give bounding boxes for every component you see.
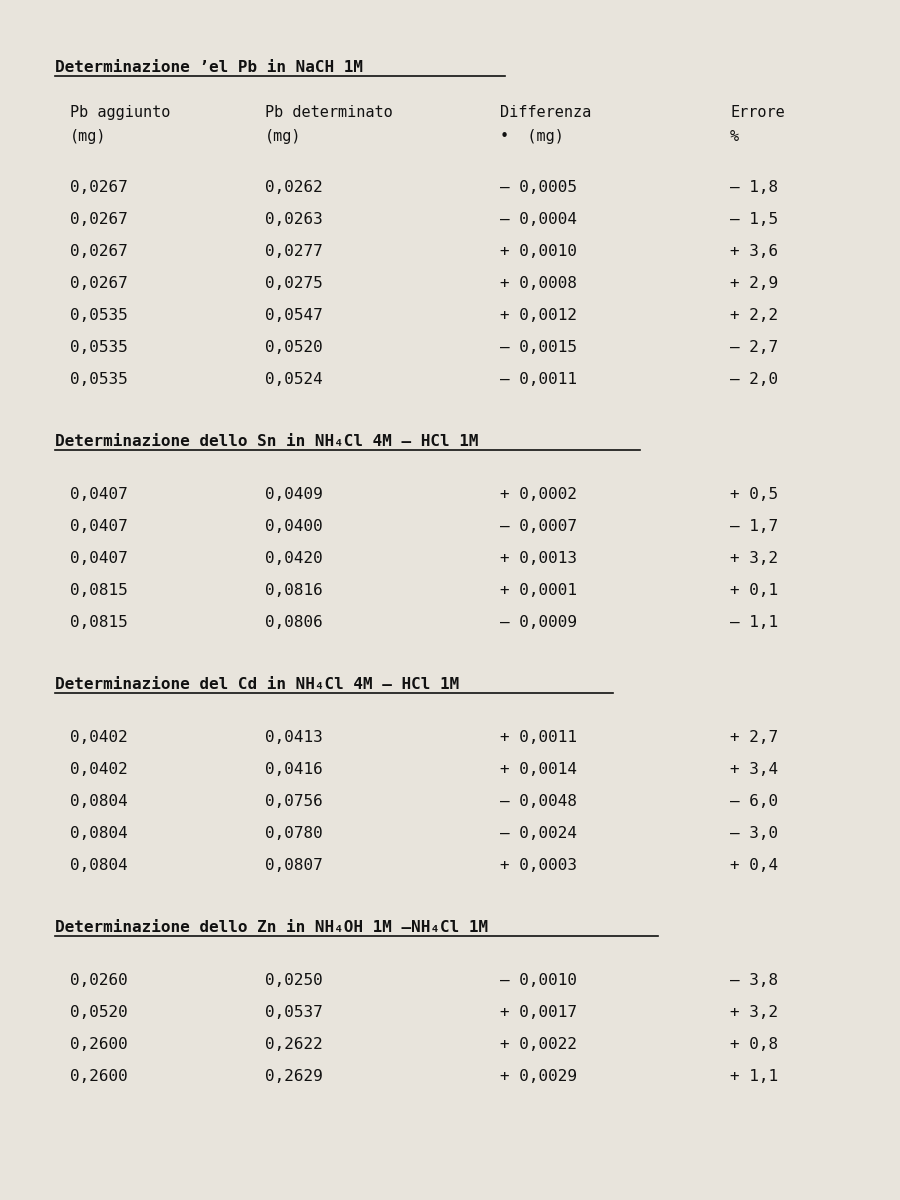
Text: (mg): (mg)	[70, 128, 106, 144]
Text: + 0,0029: + 0,0029	[500, 1069, 577, 1084]
Text: – 0,0011: – 0,0011	[500, 372, 577, 386]
Text: 0,0756: 0,0756	[265, 794, 323, 809]
Text: + 0,0022: + 0,0022	[500, 1037, 577, 1052]
Text: + 0,5: + 0,5	[730, 487, 778, 502]
Text: + 0,0017: + 0,0017	[500, 1006, 577, 1020]
Text: + 2,9: + 2,9	[730, 276, 778, 290]
Text: + 0,0012: + 0,0012	[500, 308, 577, 323]
Text: 0,0402: 0,0402	[70, 730, 128, 745]
Text: 0,0524: 0,0524	[265, 372, 323, 386]
Text: Differenza: Differenza	[500, 104, 591, 120]
Text: 0,0520: 0,0520	[70, 1006, 128, 1020]
Text: 0,0806: 0,0806	[265, 614, 323, 630]
Text: + 3,2: + 3,2	[730, 1006, 778, 1020]
Text: 0,0267: 0,0267	[70, 180, 128, 196]
Text: 0,2629: 0,2629	[265, 1069, 323, 1084]
Text: 0,0535: 0,0535	[70, 340, 128, 355]
Text: 0,0804: 0,0804	[70, 826, 128, 841]
Text: + 0,8: + 0,8	[730, 1037, 778, 1052]
Text: (mg): (mg)	[265, 128, 302, 144]
Text: 0,0535: 0,0535	[70, 308, 128, 323]
Text: + 0,0014: + 0,0014	[500, 762, 577, 778]
Text: 0,0407: 0,0407	[70, 518, 128, 534]
Text: – 3,8: – 3,8	[730, 973, 778, 988]
Text: 0,0260: 0,0260	[70, 973, 128, 988]
Text: 0,0275: 0,0275	[265, 276, 323, 290]
Text: 0,0535: 0,0535	[70, 372, 128, 386]
Text: – 0,0010: – 0,0010	[500, 973, 577, 988]
Text: 0,0804: 0,0804	[70, 858, 128, 874]
Text: + 2,2: + 2,2	[730, 308, 778, 323]
Text: – 1,5: – 1,5	[730, 212, 778, 227]
Text: – 0,0007: – 0,0007	[500, 518, 577, 534]
Text: – 0,0005: – 0,0005	[500, 180, 577, 196]
Text: 0,0416: 0,0416	[265, 762, 323, 778]
Text: •  (mg): • (mg)	[500, 128, 564, 144]
Text: 0,0250: 0,0250	[265, 973, 323, 988]
Text: Determinazione dello Sn in NH₄Cl 4M – HCl 1M: Determinazione dello Sn in NH₄Cl 4M – HC…	[55, 434, 479, 449]
Text: 0,2600: 0,2600	[70, 1069, 128, 1084]
Text: + 0,0013: + 0,0013	[500, 551, 577, 566]
Text: 0,0267: 0,0267	[70, 276, 128, 290]
Text: – 2,0: – 2,0	[730, 372, 778, 386]
Text: – 2,7: – 2,7	[730, 340, 778, 355]
Text: + 2,7: + 2,7	[730, 730, 778, 745]
Text: Pb aggiunto: Pb aggiunto	[70, 104, 170, 120]
Text: – 1,7: – 1,7	[730, 518, 778, 534]
Text: 0,0409: 0,0409	[265, 487, 323, 502]
Text: 0,2600: 0,2600	[70, 1037, 128, 1052]
Text: 0,0420: 0,0420	[265, 551, 323, 566]
Text: Determinazione del Cd in NH₄Cl 4M – HCl 1M: Determinazione del Cd in NH₄Cl 4M – HCl …	[55, 677, 459, 692]
Text: 0,0407: 0,0407	[70, 551, 128, 566]
Text: 0,0547: 0,0547	[265, 308, 323, 323]
Text: 0,0400: 0,0400	[265, 518, 323, 534]
Text: Determinazione ’el Pb in NaCH 1M: Determinazione ’el Pb in NaCH 1M	[55, 60, 363, 74]
Text: – 1,8: – 1,8	[730, 180, 778, 196]
Text: 0,0267: 0,0267	[70, 212, 128, 227]
Text: + 0,0001: + 0,0001	[500, 583, 577, 598]
Text: 0,0413: 0,0413	[265, 730, 323, 745]
Text: + 3,4: + 3,4	[730, 762, 778, 778]
Text: + 0,4: + 0,4	[730, 858, 778, 874]
Text: – 3,0: – 3,0	[730, 826, 778, 841]
Text: Errore: Errore	[730, 104, 785, 120]
Text: 0,0816: 0,0816	[265, 583, 323, 598]
Text: %: %	[730, 128, 739, 144]
Text: – 0,0009: – 0,0009	[500, 614, 577, 630]
Text: Pb determinato: Pb determinato	[265, 104, 392, 120]
Text: 0,0267: 0,0267	[70, 244, 128, 259]
Text: + 0,0010: + 0,0010	[500, 244, 577, 259]
Text: + 1,1: + 1,1	[730, 1069, 778, 1084]
Text: + 0,0003: + 0,0003	[500, 858, 577, 874]
Text: 0,0263: 0,0263	[265, 212, 323, 227]
Text: 0,0537: 0,0537	[265, 1006, 323, 1020]
Text: 0,0815: 0,0815	[70, 583, 128, 598]
Text: – 0,0015: – 0,0015	[500, 340, 577, 355]
Text: 0,0780: 0,0780	[265, 826, 323, 841]
Text: Determinazione dello Zn in NH₄OH 1M –NH₄Cl 1M: Determinazione dello Zn in NH₄OH 1M –NH₄…	[55, 920, 488, 935]
Text: 0,0277: 0,0277	[265, 244, 323, 259]
Text: 0,0520: 0,0520	[265, 340, 323, 355]
Text: + 0,1: + 0,1	[730, 583, 778, 598]
Text: + 3,6: + 3,6	[730, 244, 778, 259]
Text: – 0,0024: – 0,0024	[500, 826, 577, 841]
Text: 0,2622: 0,2622	[265, 1037, 323, 1052]
Text: + 3,2: + 3,2	[730, 551, 778, 566]
Text: 0,0807: 0,0807	[265, 858, 323, 874]
Text: – 1,1: – 1,1	[730, 614, 778, 630]
Text: + 0,0002: + 0,0002	[500, 487, 577, 502]
Text: 0,0407: 0,0407	[70, 487, 128, 502]
Text: + 0,0011: + 0,0011	[500, 730, 577, 745]
Text: 0,0804: 0,0804	[70, 794, 128, 809]
Text: – 0,0004: – 0,0004	[500, 212, 577, 227]
Text: 0,0262: 0,0262	[265, 180, 323, 196]
Text: 0,0402: 0,0402	[70, 762, 128, 778]
Text: 0,0815: 0,0815	[70, 614, 128, 630]
Text: – 0,0048: – 0,0048	[500, 794, 577, 809]
Text: + 0,0008: + 0,0008	[500, 276, 577, 290]
Text: – 6,0: – 6,0	[730, 794, 778, 809]
